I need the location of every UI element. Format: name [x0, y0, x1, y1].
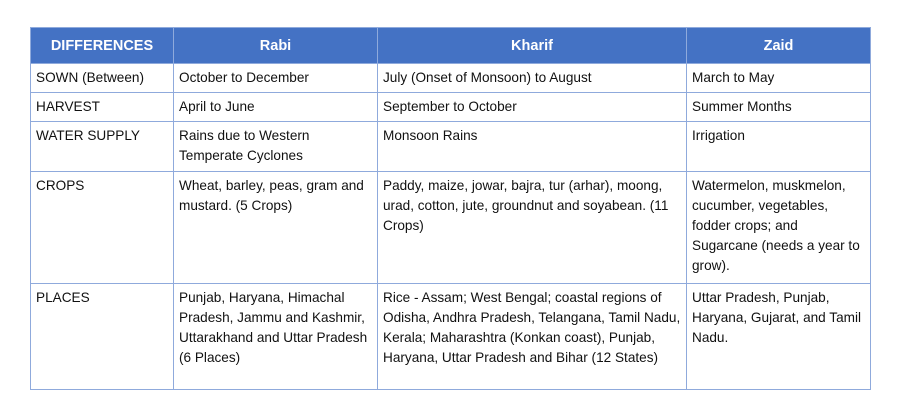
crop-seasons-table: DIFFERENCES Rabi Kharif Zaid SOWN (Betwe…	[30, 27, 871, 390]
header-rabi: Rabi	[173, 27, 378, 64]
row-label: SOWN (Between)	[30, 63, 174, 93]
row-label: WATER SUPPLY	[30, 121, 174, 172]
cell-kharif: Rice - Assam; West Bengal; coastal regio…	[377, 283, 687, 390]
cell-zaid: Irrigation	[686, 121, 871, 172]
cell-zaid: March to May	[686, 63, 871, 93]
table-row-crops: CROPS Wheat, barley, peas, gram and must…	[30, 171, 871, 284]
cell-kharif: Paddy, maize, jowar, bajra, tur (arhar),…	[377, 171, 687, 284]
cell-kharif: September to October	[377, 92, 687, 122]
cell-zaid: Watermelon, muskmelon, cucumber, vegetab…	[686, 171, 871, 284]
cell-kharif: Monsoon Rains	[377, 121, 687, 172]
row-label: CROPS	[30, 171, 174, 284]
table-row-sown: SOWN (Between) October to December July …	[30, 63, 871, 93]
table-row-water-supply: WATER SUPPLY Rains due to Western Temper…	[30, 121, 871, 172]
table-row-places: PLACES Punjab, Haryana, Himachal Pradesh…	[30, 283, 871, 390]
cell-zaid: Summer Months	[686, 92, 871, 122]
row-label: HARVEST	[30, 92, 174, 122]
cell-rabi: Wheat, barley, peas, gram and mustard. (…	[173, 171, 378, 284]
cell-rabi: October to December	[173, 63, 378, 93]
row-label: PLACES	[30, 283, 174, 390]
header-row: DIFFERENCES Rabi Kharif Zaid	[30, 27, 871, 64]
cell-rabi: Punjab, Haryana, Himachal Pradesh, Jammu…	[173, 283, 378, 390]
header-kharif: Kharif	[377, 27, 687, 64]
cell-zaid: Uttar Pradesh, Punjab, Haryana, Gujarat,…	[686, 283, 871, 390]
table-row-harvest: HARVEST April to June September to Octob…	[30, 92, 871, 122]
cell-rabi: April to June	[173, 92, 378, 122]
cell-rabi: Rains due to Western Temperate Cyclones	[173, 121, 378, 172]
cell-kharif: July (Onset of Monsoon) to August	[377, 63, 687, 93]
header-zaid: Zaid	[686, 27, 871, 64]
header-differences: DIFFERENCES	[30, 27, 174, 64]
